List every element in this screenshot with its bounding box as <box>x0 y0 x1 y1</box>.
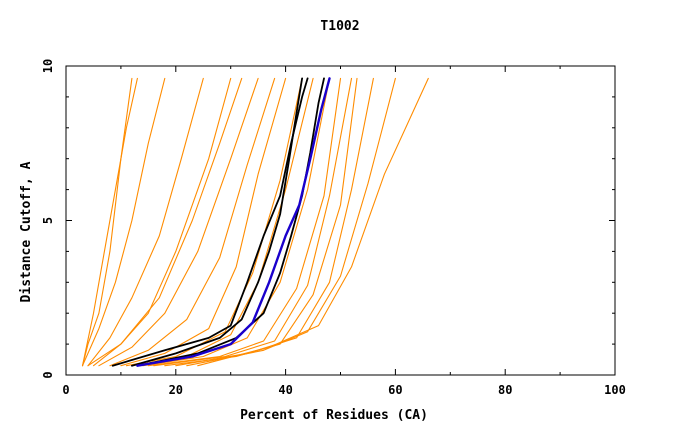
series-line-model-p <box>87 77 243 367</box>
series-line-model-m <box>186 77 396 367</box>
series-line-model-j <box>147 77 342 367</box>
series-line-model-black-1 <box>111 77 309 367</box>
series-line-model-b <box>81 77 166 367</box>
series-line-model-r <box>153 77 353 367</box>
x-tick-label: 100 <box>604 383 626 397</box>
series-line-model-c <box>87 77 204 367</box>
y-tick-label: 10 <box>41 59 55 73</box>
series-line-model-i <box>142 77 331 367</box>
series-line-model-black-3 <box>136 77 325 367</box>
series-line-model-e <box>98 77 259 367</box>
chart-title: T1002 <box>320 19 359 34</box>
x-tick-label: 20 <box>169 383 183 397</box>
y-tick-label: 0 <box>41 371 55 378</box>
series-line-model-d <box>92 77 232 367</box>
series-line-model-n <box>197 77 429 367</box>
series-line-model-a <box>81 77 133 367</box>
y-tick-label: 5 <box>41 217 55 224</box>
series-line-model-f <box>109 77 276 367</box>
y-axis-title: Distance Cutoff, A <box>19 161 34 302</box>
x-tick-label: 40 <box>278 383 292 397</box>
series-line-model-g <box>120 77 287 367</box>
series-line-model-black-2 <box>130 77 304 367</box>
series-line-model-blue <box>136 77 331 367</box>
plot-frame <box>65 65 616 376</box>
x-tick-label: 60 <box>388 383 402 397</box>
series-line-model-o <box>81 77 138 367</box>
x-tick-label: 80 <box>498 383 512 397</box>
axes-group: 0 20 40 60 80 100 0 5 10 <box>41 59 626 397</box>
x-tick-label: 0 <box>62 383 69 397</box>
x-axis-title: Percent of Residues (CA) <box>240 408 428 423</box>
series-group <box>81 77 429 367</box>
